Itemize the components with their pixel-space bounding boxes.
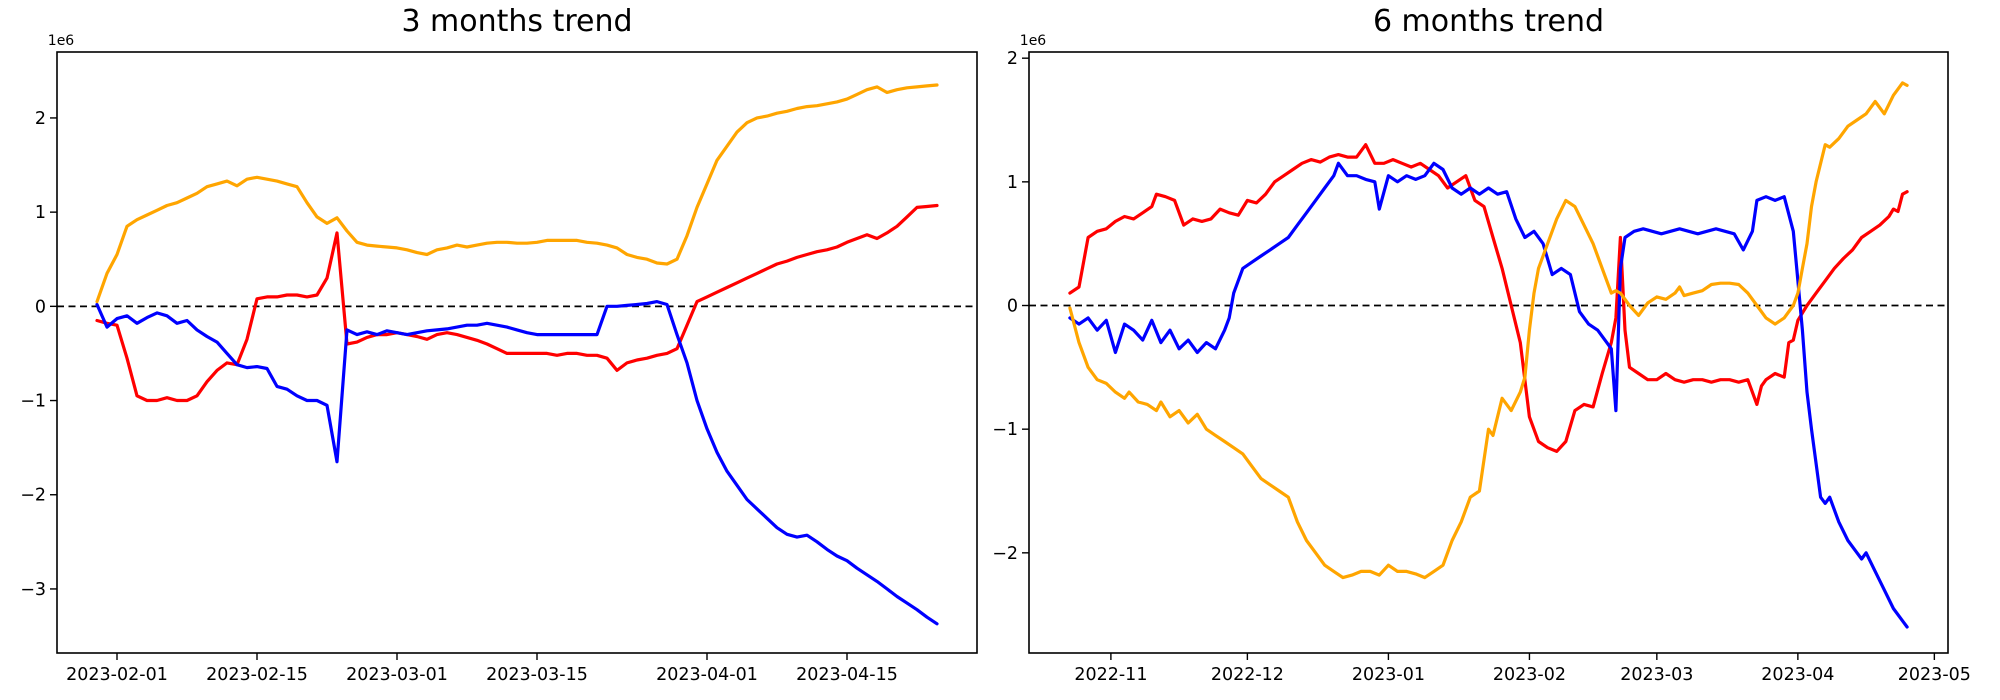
series-line-red xyxy=(1068,143,1909,453)
x-tick-label: 2023-03-15 xyxy=(486,665,588,685)
series-line-blue xyxy=(95,300,939,626)
axes-spines xyxy=(1028,51,1949,654)
y-tick-label: −2 xyxy=(992,544,1018,564)
x-tick-label: 2023-04-15 xyxy=(796,665,898,685)
chart-1: 2022-11 2022-12 2023-01 2023-02 2023-03 2023-… xyxy=(992,33,1971,685)
x-tick-label: 2023-05 xyxy=(1898,665,1971,685)
x-axis-ticks: 2023-02-01 2023-02-15 2023-03-01 2023-03-15… xyxy=(66,653,898,685)
x-tick-label: 2023-01 xyxy=(1352,665,1425,685)
x-tick-label: 2023-02-15 xyxy=(206,665,308,685)
y-axis-ticks: 2 1 0 −1 −2 −3 xyxy=(20,109,57,600)
x-axis-ticks: 2022-11 2022-12 2023-01 2023-02 2023-03 2023-… xyxy=(1074,653,1971,685)
y-tick-label: 1 xyxy=(1007,173,1018,193)
x-tick-label: 2023-04 xyxy=(1761,665,1834,685)
y-axis-offset-label: 1e6 xyxy=(48,33,75,49)
x-tick-label: 2023-02 xyxy=(1493,665,1566,685)
y-tick-label: −3 xyxy=(20,580,46,600)
axes-spines xyxy=(56,51,978,654)
y-tick-label: 1 xyxy=(35,203,46,223)
y-axis-offset-label: 1e6 xyxy=(1020,33,1047,49)
series-line-orange xyxy=(95,83,939,304)
chart-title-3-months: 3 months trend xyxy=(401,4,633,39)
x-tick-label: 2023-03 xyxy=(1620,665,1693,685)
y-tick-label: −2 xyxy=(20,486,46,506)
chart-title-6-months: 6 months trend xyxy=(1372,4,1605,39)
y-tick-label: 2 xyxy=(1007,49,1018,69)
series-line-blue xyxy=(1068,161,1909,629)
plot-area xyxy=(1029,52,1948,653)
y-tick-label: 2 xyxy=(35,109,46,129)
y-tick-label: 0 xyxy=(1007,297,1018,317)
x-tick-label: 2022-11 xyxy=(1074,665,1147,685)
x-tick-label: 2023-03-01 xyxy=(346,665,448,685)
y-tick-label: −1 xyxy=(992,420,1018,440)
series-line-orange xyxy=(1068,81,1909,580)
x-tick-label: 2022-12 xyxy=(1211,665,1284,685)
x-tick-label: 2023-04-01 xyxy=(656,665,758,685)
y-tick-label: −1 xyxy=(20,392,46,412)
y-tick-label: 0 xyxy=(35,297,46,317)
x-tick-label: 2023-02-01 xyxy=(66,665,168,685)
y-axis-ticks: 2 1 0 −1 −2 xyxy=(992,49,1029,564)
chart-0: 2023-02-01 2023-02-15 2023-03-01 2023-03-15… xyxy=(20,33,978,685)
